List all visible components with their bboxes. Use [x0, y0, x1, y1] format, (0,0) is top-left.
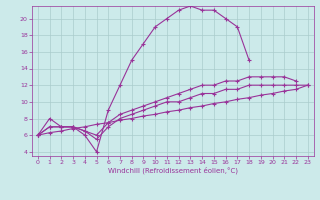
X-axis label: Windchill (Refroidissement éolien,°C): Windchill (Refroidissement éolien,°C): [108, 167, 238, 174]
